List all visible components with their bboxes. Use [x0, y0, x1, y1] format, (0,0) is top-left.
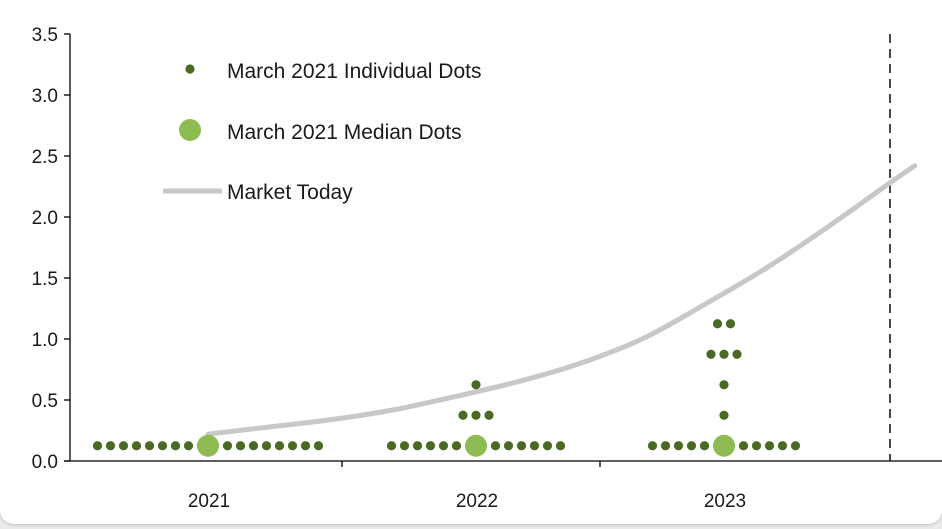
individual-dot: [719, 349, 729, 359]
individual-dot: [699, 441, 710, 451]
individual-dot: [503, 441, 514, 451]
individual-dot: [300, 441, 311, 451]
individual-dot: [660, 441, 671, 451]
individual-dot: [235, 441, 246, 451]
legend-label-individual-dots: March 2021 Individual Dots: [227, 60, 481, 83]
individual-dot: [719, 380, 729, 390]
individual-dot: [399, 441, 410, 451]
individual-dot: [751, 441, 762, 451]
individual-dot: [412, 441, 423, 451]
individual-dot: [555, 441, 566, 451]
individual-dot: [471, 410, 481, 420]
legend-label-median-dots: March 2021 Median Dots: [227, 121, 462, 144]
x-tick-label: 2022: [456, 491, 498, 512]
legend-marker-individual-dots: [185, 64, 195, 74]
individual-dot: [287, 441, 298, 451]
individual-dot: [438, 441, 449, 451]
individual-dot: [529, 441, 540, 451]
y-tick-label: 1.5: [32, 269, 58, 290]
legend-label-market-today: Market Today: [227, 181, 353, 204]
y-tick-label: 3.0: [32, 86, 58, 107]
individual-dot: [542, 441, 553, 451]
median-dot: [197, 434, 219, 457]
individual-dot: [144, 441, 155, 451]
individual-dot: [686, 441, 697, 451]
individual-dot: [170, 441, 181, 451]
median-dot: [465, 434, 487, 457]
individual-dot: [458, 410, 468, 420]
y-tick-label: 0.5: [32, 391, 58, 412]
individual-dot: [131, 441, 142, 451]
series-line-market-today: [205, 163, 918, 437]
individual-dot: [105, 441, 116, 451]
individual-dot: [92, 441, 103, 451]
individual-dot: [386, 441, 397, 451]
individual-dot: [732, 349, 742, 359]
y-tick-label: 2.0: [32, 208, 58, 229]
individual-dot: [516, 441, 527, 451]
y-tick-label: 2.5: [32, 147, 58, 168]
individual-dot: [725, 319, 736, 329]
individual-dot: [118, 441, 129, 451]
individual-dot: [764, 441, 775, 451]
individual-dot: [484, 410, 494, 420]
individual-dot: [790, 441, 801, 451]
individual-dot: [647, 441, 658, 451]
individual-dot: [248, 441, 259, 451]
y-tick-label: 1.0: [32, 330, 58, 351]
individual-dot: [261, 441, 272, 451]
y-tick-label: 3.5: [32, 25, 58, 46]
individual-dot: [274, 441, 285, 451]
individual-dot: [157, 441, 168, 451]
individual-dot: [712, 319, 723, 329]
individual-dot: [490, 441, 501, 451]
individual-dot: [673, 441, 684, 451]
individual-dot: [222, 441, 233, 451]
individual-dot: [471, 380, 481, 390]
x-tick-label: 2021: [188, 491, 230, 512]
individual-dot: [425, 441, 436, 451]
y-tick-label: 0.0: [32, 452, 58, 473]
x-tick-label: 2023: [704, 491, 746, 512]
individual-dot: [777, 441, 788, 451]
individual-dot: [738, 441, 749, 451]
individual-dot: [183, 441, 194, 451]
legend-marker-median-dots: [179, 119, 201, 141]
individual-dot: [719, 410, 729, 420]
individual-dot: [451, 441, 462, 451]
individual-dot: [313, 441, 324, 451]
individual-dot: [706, 349, 716, 359]
median-dot: [713, 434, 735, 457]
